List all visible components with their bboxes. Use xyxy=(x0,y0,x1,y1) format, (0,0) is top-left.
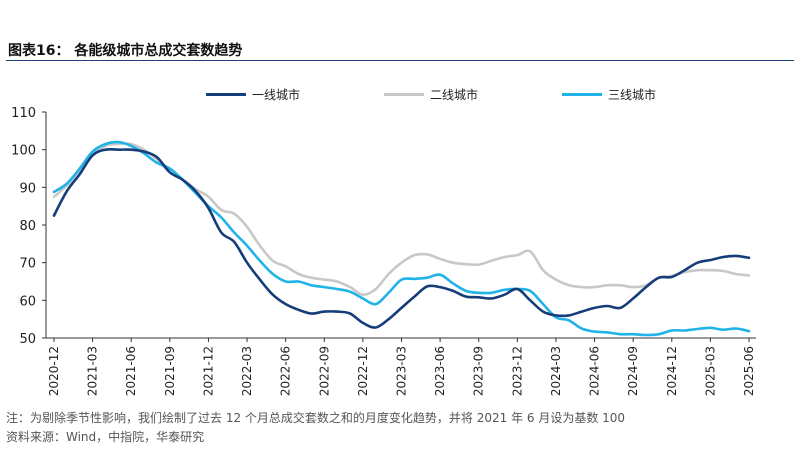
legend-swatch-tier2 xyxy=(384,93,424,96)
y-tick-label: 90 xyxy=(19,181,36,196)
series-line-tier3 xyxy=(52,140,751,337)
title-divider xyxy=(6,60,794,61)
y-tick-label: 100 xyxy=(11,144,36,159)
y-axis: 50 60 70 80 90 100 110 xyxy=(11,106,47,347)
y-tick-label: 80 xyxy=(19,219,36,234)
legend-item-tier3: 三线城市 xyxy=(562,86,656,103)
legend-item-tier1: 一线城市 xyxy=(206,86,300,103)
x-tick-label: 2022-03 xyxy=(240,346,254,396)
legend-swatch-tier1 xyxy=(206,93,246,96)
x-tick-label: 2023-06 xyxy=(433,346,447,396)
x-tick-label: 2021-12 xyxy=(201,346,215,396)
series-line-tier1 xyxy=(52,147,751,329)
chart-legend: 一线城市 二线城市 三线城市 xyxy=(0,86,800,106)
footnote: 注：为剔除季节性影响，我们绘制了过去 12 个月总成交套数之和的月度变化趋势，并… xyxy=(6,411,626,425)
series-layer xyxy=(52,140,751,337)
x-tick-label: 2021-06 xyxy=(124,346,138,396)
x-tick-label: 2024-09 xyxy=(626,346,640,396)
x-axis: 2020-12 2021-03 2021-06 2021-09 2021-12 2022-… xyxy=(46,337,756,396)
x-tick-label: 2022-12 xyxy=(356,346,370,396)
legend-label-tier3: 三线城市 xyxy=(608,88,657,102)
x-tick-label: 2024-06 xyxy=(588,346,602,396)
x-tick-label: 2022-09 xyxy=(317,346,331,396)
legend-label-tier1: 一线城市 xyxy=(252,88,301,102)
y-tick-label: 110 xyxy=(11,106,36,121)
x-tick-label: 2022-06 xyxy=(279,346,293,396)
x-tick-label: 2024-12 xyxy=(665,346,679,396)
legend-item-tier2: 二线城市 xyxy=(384,86,478,103)
figure-title: 图表16： 各能级城市总成交套数趋势 xyxy=(8,43,243,59)
legend-label-tier2: 二线城市 xyxy=(430,88,479,102)
x-tick-label: 2023-09 xyxy=(472,346,486,396)
x-tick-label: 2021-03 xyxy=(86,346,100,396)
y-tick-label: 60 xyxy=(19,294,36,309)
series-line-tier2 xyxy=(52,142,751,297)
y-tick-label: 70 xyxy=(19,257,36,272)
x-tick-label: 2025-03 xyxy=(703,346,717,396)
x-tick-label: 2025-06 xyxy=(742,346,756,396)
x-tick-label: 2023-12 xyxy=(510,346,524,396)
legend-swatch-tier3 xyxy=(562,93,602,96)
x-tick-label: 2021-09 xyxy=(163,346,177,396)
x-tick-label: 2020-12 xyxy=(47,346,61,396)
source-note: 资料来源：Wind，中指院，华泰研究 xyxy=(6,430,205,444)
y-tick-label: 50 xyxy=(19,332,36,347)
x-tick-label: 2024-03 xyxy=(549,346,563,396)
x-tick-label: 2023-03 xyxy=(395,346,409,396)
